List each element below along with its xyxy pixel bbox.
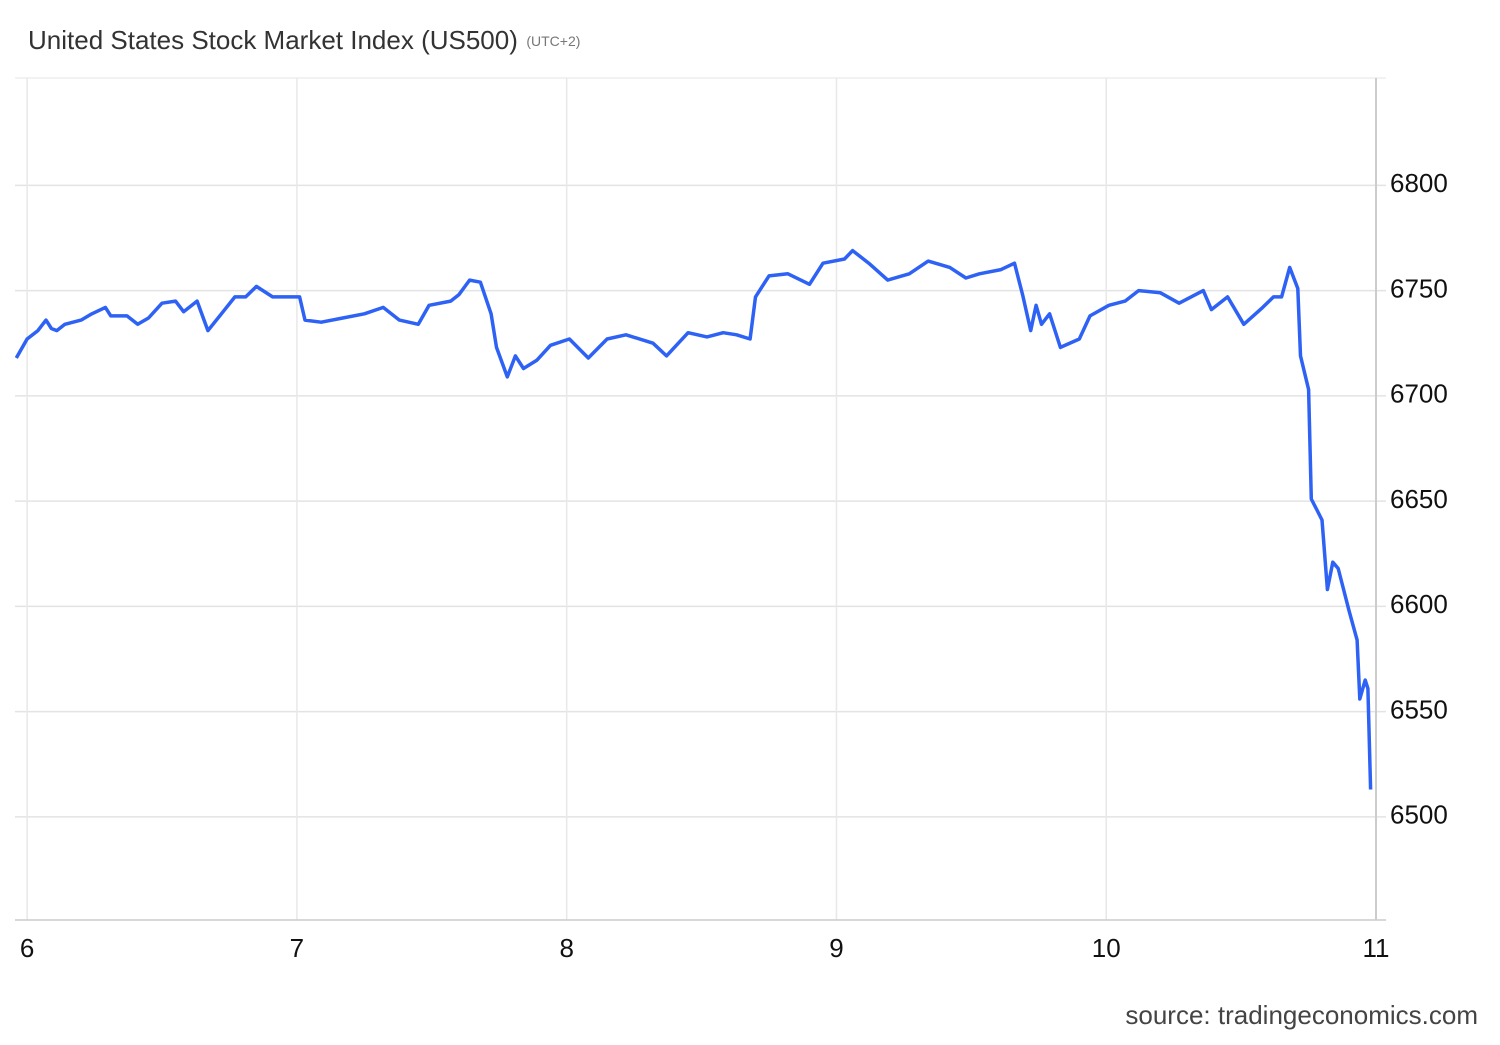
x-tick-label: 11 (1363, 933, 1390, 963)
y-tick-label: 6500 (1390, 800, 1448, 830)
x-tick-label: 8 (559, 933, 573, 963)
x-tick-label: 7 (290, 933, 304, 963)
x-tick-label: 9 (829, 933, 843, 963)
y-tick-label: 6800 (1390, 168, 1448, 198)
y-tick-label: 6650 (1390, 484, 1448, 514)
x-tick-label: 10 (1092, 933, 1121, 963)
y-tick-label: 6750 (1390, 273, 1448, 303)
y-tick-label: 6700 (1390, 379, 1448, 409)
chart-subtitle: (UTC+2) (526, 33, 580, 49)
x-tick-label: 6 (20, 933, 34, 963)
chart-heading: United States Stock Market Index (US500)… (28, 25, 580, 55)
price-line (14, 248, 1373, 790)
chart-title: United States Stock Market Index (US500) (28, 25, 518, 55)
source: source: tradingeconomics.com (1125, 1000, 1478, 1030)
y-tick-label: 6600 (1390, 589, 1448, 619)
y-tick-label: 6550 (1390, 694, 1448, 724)
